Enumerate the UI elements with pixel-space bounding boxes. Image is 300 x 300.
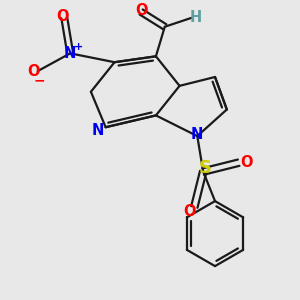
Text: −: − xyxy=(33,74,45,88)
Text: N: N xyxy=(64,46,76,61)
Text: O: O xyxy=(184,204,196,219)
Text: H: H xyxy=(190,11,202,26)
Text: O: O xyxy=(57,9,69,24)
Text: S: S xyxy=(199,159,212,177)
Text: O: O xyxy=(135,3,147,18)
Text: +: + xyxy=(74,42,83,52)
Text: N: N xyxy=(191,127,203,142)
Text: N: N xyxy=(92,123,104,138)
Text: O: O xyxy=(27,64,40,79)
Text: O: O xyxy=(240,155,252,170)
